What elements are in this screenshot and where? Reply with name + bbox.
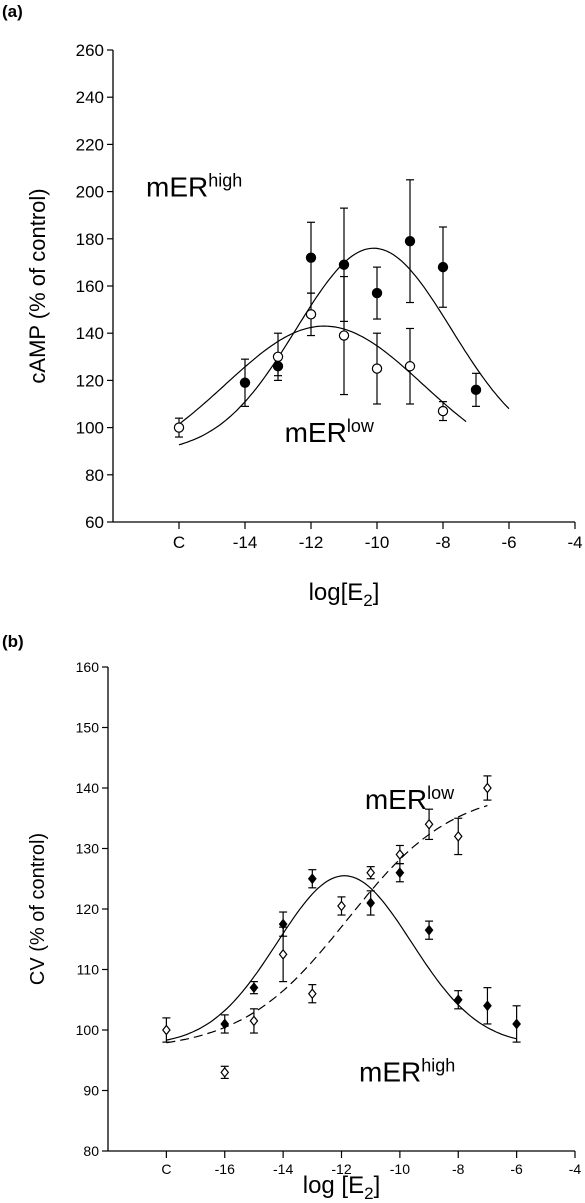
series-annotation: mERhigh xyxy=(146,170,242,202)
y-tick-label: 260 xyxy=(76,41,104,60)
y-tick-label: 120 xyxy=(76,371,104,390)
data-point xyxy=(272,351,284,362)
y-tick-label: 120 xyxy=(76,901,100,917)
x-axis-title-close: ] xyxy=(374,1172,381,1199)
y-axis-title: CV (% of control) xyxy=(27,833,49,985)
x-axis-title-main: log [E xyxy=(303,1172,364,1199)
series-annotation: mERhigh xyxy=(359,1055,455,1087)
data-point xyxy=(437,405,449,417)
series-annotation: mERlow xyxy=(365,783,455,815)
annotation-base: mER xyxy=(146,171,208,202)
data-point xyxy=(337,900,346,912)
y-tick-label: 100 xyxy=(76,1022,100,1038)
data-point xyxy=(366,897,376,909)
data-point xyxy=(395,867,405,879)
x-tick-label: -8 xyxy=(435,533,450,552)
data-point xyxy=(239,377,251,388)
data-point xyxy=(220,1066,230,1078)
y-tick-label: 240 xyxy=(76,88,104,107)
x-tick-label: -8 xyxy=(452,1161,465,1177)
annotation-superscript: low xyxy=(347,416,375,436)
data-point xyxy=(338,259,350,270)
annotation-base: mER xyxy=(359,1056,421,1087)
annotation-superscript: high xyxy=(421,1055,455,1075)
y-tick-label: 220 xyxy=(76,135,104,154)
panel-a-label: (a) xyxy=(2,2,23,21)
data-point xyxy=(424,818,434,830)
data-point xyxy=(437,261,449,273)
y-tick-label: 140 xyxy=(76,780,100,796)
data-point xyxy=(338,330,350,341)
data-point xyxy=(470,384,482,396)
data-point xyxy=(307,873,317,885)
annotation-superscript: low xyxy=(427,783,455,803)
x-axis-title-subscript: 2 xyxy=(364,1184,373,1203)
data-point xyxy=(395,849,405,861)
x-tick-label: -14 xyxy=(273,1161,293,1177)
data-point xyxy=(278,948,288,960)
x-axis-title: log[E2] xyxy=(309,579,380,610)
series-1-fit-curve xyxy=(178,325,467,425)
x-tick-label: -6 xyxy=(510,1161,523,1177)
x-axis-title-main: log[E xyxy=(309,579,364,606)
x-tick-label: -14 xyxy=(233,533,258,552)
data-point xyxy=(249,982,259,994)
chart-panel-a: 60 80 100 120 140 160 180 200 220 240 260 C -14 -12 -1… xyxy=(25,41,583,610)
y-tick-label: 180 xyxy=(76,230,104,249)
data-point xyxy=(453,994,463,1006)
x-tick-label: -10 xyxy=(390,1161,410,1177)
y-tick-label: 90 xyxy=(83,1082,99,1098)
x-axis-title-subscript: 2 xyxy=(363,591,372,610)
x-tick-label: -16 xyxy=(215,1161,235,1177)
x-tick-label: C xyxy=(161,1161,171,1177)
x-tick-label: -10 xyxy=(365,533,390,552)
data-point xyxy=(366,867,376,879)
data-point xyxy=(173,422,185,433)
data-point xyxy=(249,1015,259,1027)
y-tick-label: 110 xyxy=(77,961,100,977)
y-tick-label: 100 xyxy=(76,419,104,438)
data-point xyxy=(424,924,434,936)
annotation-base: mER xyxy=(285,417,347,448)
x-tick-label: -6 xyxy=(501,533,516,552)
y-tick-label: 200 xyxy=(76,183,104,202)
panel-b-label: (b) xyxy=(2,632,24,651)
data-point xyxy=(512,1018,521,1030)
y-tick-label: 60 xyxy=(85,513,104,532)
data-point xyxy=(371,363,383,374)
data-point xyxy=(307,988,317,1000)
data-point xyxy=(404,361,416,372)
series-annotation: mERlow xyxy=(285,416,375,448)
data-point xyxy=(453,830,463,842)
data-point xyxy=(162,1024,171,1036)
x-axis-title-close: ] xyxy=(373,579,380,606)
chart-panel-b: 80 90 100 110 120 130 140 150 160 C -16 -14 -12 -10 -8… xyxy=(27,659,582,1203)
data-point xyxy=(305,309,317,320)
data-point xyxy=(371,287,383,299)
y-tick-label: 150 xyxy=(76,719,100,735)
annotation-superscript: high xyxy=(208,170,242,190)
y-tick-label: 160 xyxy=(76,277,104,296)
y-tick-label: 130 xyxy=(76,840,100,856)
data-point xyxy=(483,1000,492,1012)
y-tick-label: 140 xyxy=(76,324,104,343)
data-point xyxy=(305,252,317,263)
data-point xyxy=(404,235,416,247)
y-axis-title: cAMP (% of control) xyxy=(25,188,50,383)
data-point xyxy=(483,782,492,794)
series-1-fit-curve xyxy=(166,804,488,1044)
x-tick-label: -4 xyxy=(567,533,582,552)
x-tick-label: -12 xyxy=(299,533,324,552)
x-tick-label: C xyxy=(173,533,185,552)
y-tick-label: 160 xyxy=(76,659,100,675)
x-tick-label: -4 xyxy=(569,1161,582,1177)
x-tick-label: -12 xyxy=(331,1161,351,1177)
y-tick-label: 80 xyxy=(83,1143,99,1159)
x-axis-title: log [E2] xyxy=(303,1172,381,1203)
y-tick-label: 80 xyxy=(85,466,104,485)
annotation-base: mER xyxy=(365,784,427,815)
